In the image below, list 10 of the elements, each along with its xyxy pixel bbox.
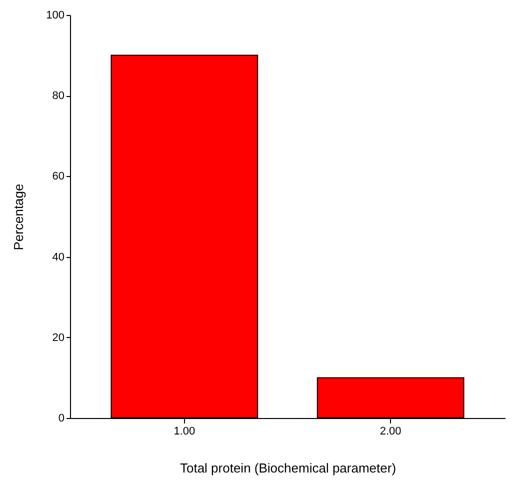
x-tick-label: 1.00: [174, 426, 196, 438]
y-tick-label: 20: [52, 332, 64, 344]
y-axis-title: Percentage: [11, 184, 26, 250]
y-tick-label: 100: [46, 10, 64, 22]
x-axis-title: Total protein (Biochemical parameter): [180, 460, 396, 476]
y-tick-label: 0: [58, 412, 64, 424]
y-tick-label: 60: [52, 170, 64, 183]
y-tick-label: 40: [52, 251, 64, 264]
y-tick-label: 80: [52, 90, 64, 102]
x-tick-label: 2.00: [380, 426, 402, 438]
